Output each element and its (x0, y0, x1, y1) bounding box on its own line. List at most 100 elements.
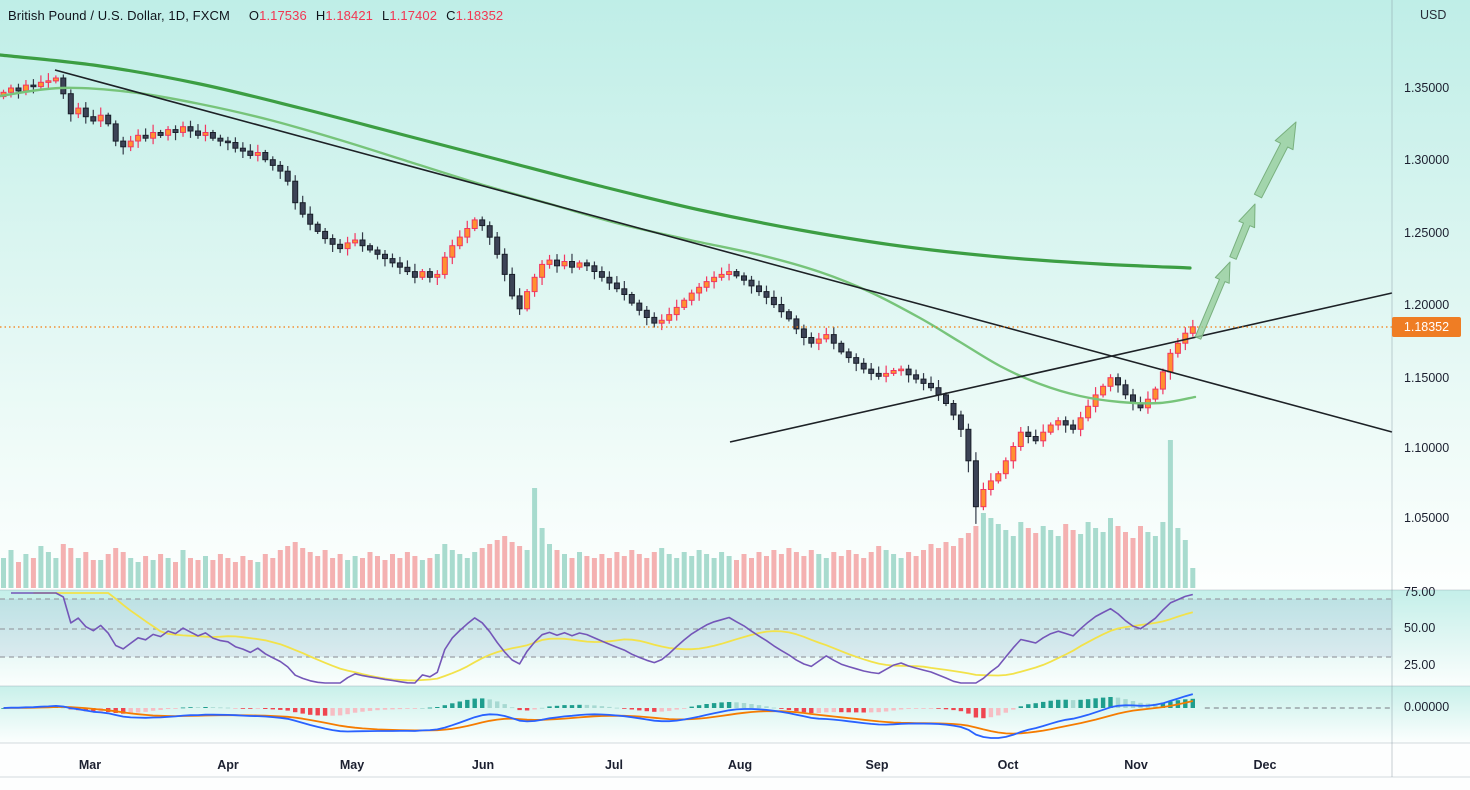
macd-histogram-bar (771, 707, 777, 709)
macd-axis-tick[interactable]: 0.00000 (1404, 700, 1449, 714)
volume-bar (846, 550, 852, 588)
time-axis-month[interactable]: Mar (79, 758, 101, 772)
trendlines[interactable] (54, 69, 1393, 443)
macd-histogram-bar (921, 708, 926, 709)
volume-bar (547, 544, 552, 588)
rsi-axis-tick[interactable]: 75.00 (1404, 585, 1435, 599)
time-axis-month[interactable]: May (340, 758, 364, 772)
macd-histogram-bar (951, 708, 956, 711)
price-axis-tick[interactable]: 1.10000 (1404, 441, 1449, 455)
rsi-band (0, 599, 1392, 657)
volume-bar (808, 550, 814, 588)
macd-histogram-bar (412, 708, 418, 709)
macd-histogram-bar (472, 698, 477, 708)
macd-histogram-bar (210, 707, 216, 708)
volume-bar (1167, 440, 1173, 588)
time-axis-month[interactable]: Oct (998, 758, 1020, 772)
candle-body (845, 351, 852, 359)
macd-histogram-bar (1, 708, 6, 709)
time-axis-month[interactable]: Apr (217, 758, 239, 772)
candle-body (890, 370, 897, 374)
macd-histogram-bar (382, 708, 388, 710)
up-arrow[interactable] (1194, 261, 1231, 340)
volume-bar (1123, 532, 1128, 588)
candle-body (284, 170, 291, 182)
macd-histogram-bar (442, 705, 447, 708)
rsi-line (11, 592, 1193, 684)
candle-body (696, 286, 703, 294)
volume-bar (240, 556, 246, 588)
symbol-title[interactable]: British Pound / U.S. Dollar, 1D, FXCM (8, 8, 230, 23)
candle-body (209, 132, 216, 139)
time-axis-month[interactable]: Jun (472, 758, 494, 772)
macd-histogram-bar (509, 707, 515, 709)
macd-histogram-bar (861, 708, 866, 713)
volume-bar (569, 558, 575, 588)
macd-histogram-bar (420, 708, 425, 709)
volume-bar (60, 544, 66, 588)
current-price-tag[interactable]: 1.18352 (1392, 317, 1461, 337)
volume-bar (1093, 528, 1099, 588)
price-axis-tick[interactable]: 1.15000 (1404, 371, 1449, 385)
candle-body (957, 414, 964, 430)
price-axis-tick[interactable]: 1.25000 (1404, 226, 1449, 240)
time-axis-month[interactable]: Sep (866, 758, 889, 772)
candle-body (172, 129, 179, 134)
macd-histogram-bar (569, 705, 575, 708)
macd-histogram-bar (270, 708, 275, 710)
candle-body (524, 291, 531, 310)
macd-histogram-bar (906, 708, 911, 709)
candle-body (576, 262, 583, 268)
candle-body (486, 225, 493, 238)
volume-bar (427, 558, 433, 588)
volume-bar (1033, 533, 1039, 588)
time-axis-background[interactable] (0, 743, 1470, 790)
candle-body (516, 295, 523, 310)
macd-histogram-bar (480, 698, 485, 708)
rsi-axis-tick[interactable]: 50.00 (1404, 621, 1435, 635)
macd-histogram-bar (1011, 708, 1016, 710)
volume-bar (823, 558, 829, 588)
candle-body (224, 140, 231, 144)
time-axis-month[interactable]: Jul (605, 758, 623, 772)
time-axis-month[interactable]: Aug (728, 758, 752, 772)
symbol-header[interactable]: British Pound / U.S. Dollar, 1D, FXCM O1.… (8, 8, 503, 23)
volume-bar (584, 556, 590, 588)
up-arrow[interactable] (1229, 203, 1256, 260)
up-arrow[interactable] (1253, 121, 1297, 199)
volume-bar (636, 554, 642, 588)
time-axis-month[interactable]: Nov (1124, 758, 1148, 772)
volume-bar (345, 560, 351, 588)
high-key: H (315, 8, 326, 23)
macd-histogram-bar (128, 708, 133, 714)
volume-bar (704, 554, 710, 588)
price-axis-tick[interactable]: 1.35000 (1404, 81, 1449, 95)
volume-bar (217, 554, 223, 588)
candle-body (815, 338, 822, 344)
ascending-trendline[interactable] (729, 292, 1393, 443)
bullish-arrow-annotation[interactable] (1194, 121, 1297, 340)
axis-labels[interactable]: 1.35000 1.30000 1.25000 1.20000 1.15000 1.100… (79, 81, 1449, 772)
candle-body (67, 93, 74, 115)
macd-histogram-bar (973, 708, 979, 718)
volume-bar (562, 554, 567, 588)
macd-histogram-bar (726, 702, 732, 708)
candle-body (299, 202, 306, 215)
candle-body (142, 134, 149, 139)
candle-body (292, 180, 299, 204)
rsi-axis-tick[interactable]: 25.00 (1404, 658, 1435, 672)
volume-bar (367, 552, 373, 588)
candle-body (823, 334, 830, 340)
volume-bar (621, 556, 627, 588)
volume-bar (831, 552, 837, 588)
time-axis-month[interactable]: Dec (1254, 758, 1277, 772)
volume-bar (16, 562, 21, 588)
price-axis-tick[interactable]: 1.20000 (1404, 298, 1449, 312)
price-axis-tick[interactable]: 1.05000 (1404, 511, 1449, 525)
volume-bar (913, 556, 919, 588)
descending-trendline[interactable] (54, 69, 1393, 433)
candle-body (928, 382, 934, 389)
price-axis-tick[interactable]: 1.30000 (1404, 153, 1449, 167)
